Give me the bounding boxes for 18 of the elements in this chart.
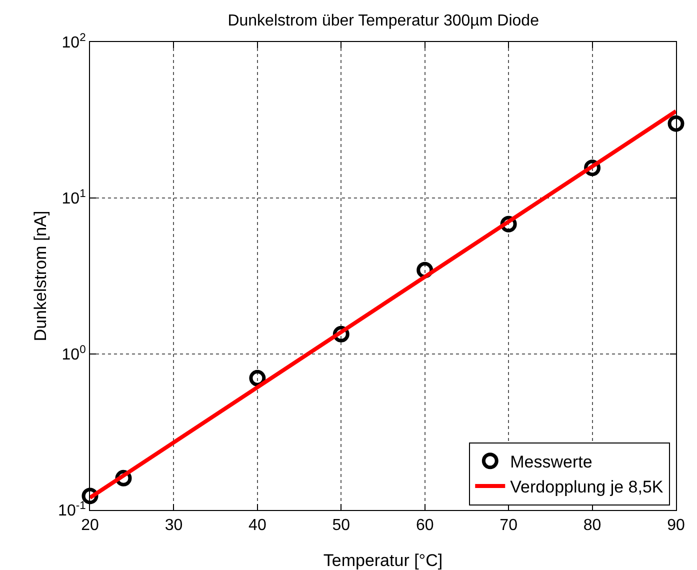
x-tick-label: 40 bbox=[248, 517, 266, 534]
x-tick-label: 90 bbox=[667, 517, 685, 534]
chart-title: Dunkelstrom über Temperatur 300µm Diode bbox=[228, 12, 540, 30]
legend-label: Messwerte bbox=[510, 452, 592, 472]
y-tick-label: 10$^{2}$ bbox=[62, 32, 86, 52]
x-tick-label: 80 bbox=[583, 517, 602, 534]
legend-label: Verdopplung je 8,5K bbox=[510, 478, 664, 497]
y-tick-label: 10$^{-1}$ bbox=[58, 500, 86, 520]
x-tick-label: 70 bbox=[500, 517, 518, 534]
x-tick-label: 20 bbox=[81, 517, 99, 534]
x-tick-label: 50 bbox=[332, 517, 350, 534]
y-axis-title: Dunkelstrom [nA] bbox=[31, 210, 50, 342]
point bbox=[668, 115, 684, 132]
y-tick-label: 10$^{1}$ bbox=[62, 188, 86, 208]
y-tick-label: 10$^{0}$ bbox=[62, 344, 86, 364]
x-axis-title: Temperatur [°C] bbox=[323, 551, 443, 570]
x-tick-label: 30 bbox=[164, 517, 183, 534]
x-tick-label: 60 bbox=[416, 517, 434, 534]
